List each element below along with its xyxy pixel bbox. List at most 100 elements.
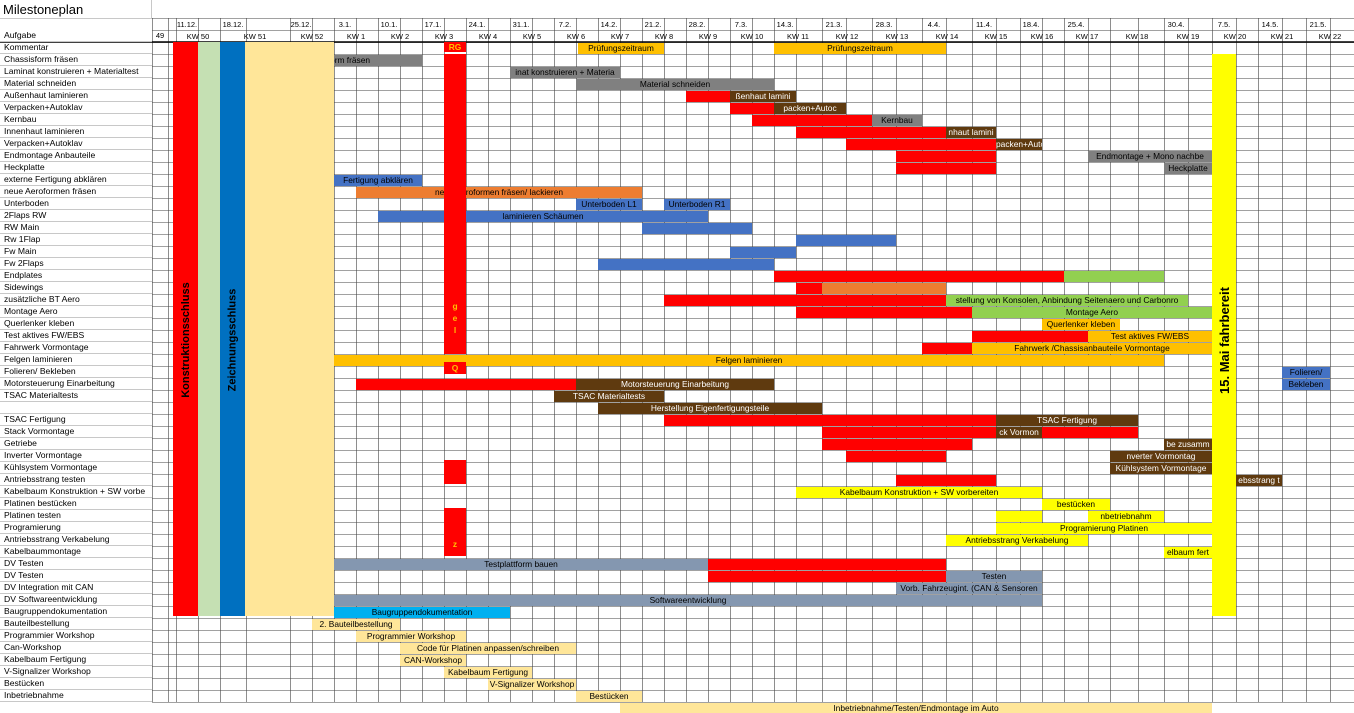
gantt-bar[interactable]: Prüfungszeitraum <box>774 43 946 54</box>
task-label[interactable]: Verpacken+Autoklav <box>0 138 152 150</box>
gantt-bar[interactable]: stellung von Konsolen, Anbindung Seitena… <box>946 295 1188 306</box>
gantt-bar[interactable]: TSAC Fertigung <box>996 415 1138 426</box>
gantt-bar[interactable]: Softwareentwicklung <box>334 595 1042 606</box>
gantt-bar[interactable]: Bestücken <box>576 691 642 702</box>
gantt-bar[interactable]: nhaut lamini <box>946 127 996 138</box>
gantt-bar[interactable]: Folieren/ <box>1282 367 1330 378</box>
task-label[interactable]: DV Testen <box>0 558 152 570</box>
date-cell[interactable]: 4.4. <box>927 20 941 29</box>
task-label[interactable]: Motorsteuerung Einarbeitung <box>0 378 152 390</box>
konstruktionsschluss-milestone[interactable] <box>173 42 198 616</box>
week-cell[interactable]: KW 51 <box>243 32 267 41</box>
week-cell[interactable]: KW 16 <box>1030 32 1054 41</box>
task-label[interactable]: Unterboden <box>0 198 152 210</box>
task-label[interactable]: TSAC Materialtests <box>0 390 152 402</box>
gantt-bar[interactable]: elbaum fert <box>1164 547 1212 558</box>
gantt-bar[interactable]: Prüfungszeitraum <box>578 43 664 54</box>
gantt-bar[interactable]: Testplattform bauen <box>334 559 708 570</box>
week-cell[interactable]: KW 4 <box>478 32 498 41</box>
gantt-bar[interactable]: Felgen laminieren <box>334 355 1164 366</box>
task-label[interactable]: Kabelbaum Konstruktion + SW vorbe <box>0 486 152 498</box>
week-cell[interactable]: KW 52 <box>300 32 324 41</box>
gantt-bar[interactable]: Endmontage + Mono nachbe <box>1088 151 1212 162</box>
gantt-bar[interactable]: Fertigung abklären <box>334 175 422 186</box>
task-label[interactable]: Programmier Workshop <box>0 630 152 642</box>
week-cell[interactable]: KW 3 <box>434 32 454 41</box>
task-label[interactable]: neue Aeroformen fräsen <box>0 186 152 198</box>
gantt-bar[interactable]: Vorb. Fahrzeugint. (CAN & Sensoren <box>896 583 1042 594</box>
gantt-bar[interactable]: ck Vormon <box>996 427 1042 438</box>
date-cell[interactable]: 28.3. <box>875 20 893 29</box>
task-label[interactable]: Can-Workshop <box>0 642 152 654</box>
task-label[interactable]: Baugruppendokumentation <box>0 606 152 618</box>
week-cell[interactable]: KW 11 <box>787 32 809 41</box>
gantt-bar[interactable]: nverter Vormontag <box>1110 451 1212 462</box>
gantt-bar[interactable]: V-Signalizer Workshop <box>488 679 576 690</box>
task-label[interactable] <box>0 402 152 414</box>
gantt-bar[interactable]: Inbetriebnahme/Testen/Endmontage im Auto <box>620 703 1212 713</box>
date-cell[interactable]: 14.3. <box>776 20 794 29</box>
gantt-bar[interactable] <box>642 223 752 234</box>
task-label[interactable]: Kernbau <box>0 114 152 126</box>
gantt-bar[interactable]: bestücken <box>1042 499 1110 510</box>
gantt-bar[interactable] <box>730 247 796 258</box>
red-marker-q[interactable]: Q <box>444 362 466 374</box>
date-cell[interactable]: 10.1. <box>380 20 398 29</box>
date-cell[interactable]: 17.1. <box>424 20 442 29</box>
date-cell[interactable]: 7.3. <box>734 20 748 29</box>
task-label[interactable]: Getriebe <box>0 438 152 450</box>
gantt-bar[interactable] <box>896 475 996 486</box>
date-cell[interactable]: 24.1. <box>468 20 486 29</box>
task-label[interactable]: Felgen laminieren <box>0 354 152 366</box>
gantt-bar[interactable]: Kabelbaum Fertigung <box>444 667 532 678</box>
gantt-bar[interactable] <box>686 91 730 102</box>
task-label[interactable]: Verpacken+Autoklav <box>0 102 152 114</box>
sheet-title[interactable]: Milestoneplan <box>0 0 152 19</box>
task-column-header[interactable]: Aufgabe <box>0 30 152 42</box>
gantt-bar[interactable] <box>996 511 1042 522</box>
task-label[interactable]: Bauteilbestellung <box>0 618 152 630</box>
gantt-bar[interactable] <box>730 103 774 114</box>
fahrbereit-milestone[interactable] <box>1212 54 1236 616</box>
task-label[interactable]: Chassisform fräsen <box>0 54 152 66</box>
gantt-bar[interactable]: Test aktives FW/EBS <box>1088 331 1212 342</box>
task-label[interactable]: DV Testen <box>0 570 152 582</box>
gantt-bar[interactable] <box>896 151 996 162</box>
task-label[interactable]: Kabelbaummontage <box>0 546 152 558</box>
gantt-bar[interactable]: Kabelbaum Konstruktion + SW vorbereiten <box>796 487 1042 498</box>
gantt-bar[interactable]: CAN-Workshop <box>400 655 466 666</box>
task-label[interactable]: Montage Aero <box>0 306 152 318</box>
gantt-bar[interactable] <box>822 427 996 438</box>
task-label[interactable]: Material schneiden <box>0 78 152 90</box>
date-cell[interactable]: 18.12. <box>222 20 244 29</box>
week-cell[interactable]: KW 8 <box>654 32 674 41</box>
task-label[interactable]: RW Main <box>0 222 152 234</box>
date-cell[interactable]: 11.4. <box>975 20 993 29</box>
red-cell-kw4-z[interactable] <box>444 508 466 556</box>
gantt-bar[interactable]: be zusamm <box>1164 439 1212 450</box>
week-cell[interactable]: KW 10 <box>740 32 764 41</box>
week-cell[interactable]: KW 2 <box>390 32 410 41</box>
gantt-bar[interactable]: Programmier Workshop <box>356 631 466 642</box>
task-label[interactable]: Kommentar <box>0 42 152 54</box>
gantt-bar[interactable] <box>796 127 946 138</box>
red-cell-kw4-antrieb[interactable] <box>444 460 466 484</box>
week-cell[interactable]: KW 9 <box>698 32 718 41</box>
gantt-bar[interactable] <box>708 571 946 582</box>
date-cell[interactable]: 30.4. <box>1167 20 1185 29</box>
red-marker-rg[interactable]: RG <box>444 42 466 52</box>
task-label[interactable]: Platinen testen <box>0 510 152 522</box>
week-cell[interactable]: KW 17 <box>1075 32 1099 41</box>
date-cell[interactable]: 14.2. <box>600 20 618 29</box>
date-cell[interactable]: 14.5. <box>1261 20 1279 29</box>
task-label[interactable]: DV Integration mit CAN <box>0 582 152 594</box>
task-label[interactable]: 2Flaps RW <box>0 210 152 222</box>
task-label[interactable]: Antriebsstrang Verkabelung <box>0 534 152 546</box>
gantt-bar[interactable] <box>796 235 896 246</box>
gantt-bar[interactable] <box>356 379 576 390</box>
date-cell[interactable] <box>1110 19 1138 30</box>
week-cell[interactable]: KW 22 <box>1318 32 1342 41</box>
task-label[interactable]: Platinen bestücken <box>0 498 152 510</box>
gantt-bar[interactable]: packen+Autoc <box>774 103 846 114</box>
gantt-bar[interactable] <box>1042 427 1138 438</box>
